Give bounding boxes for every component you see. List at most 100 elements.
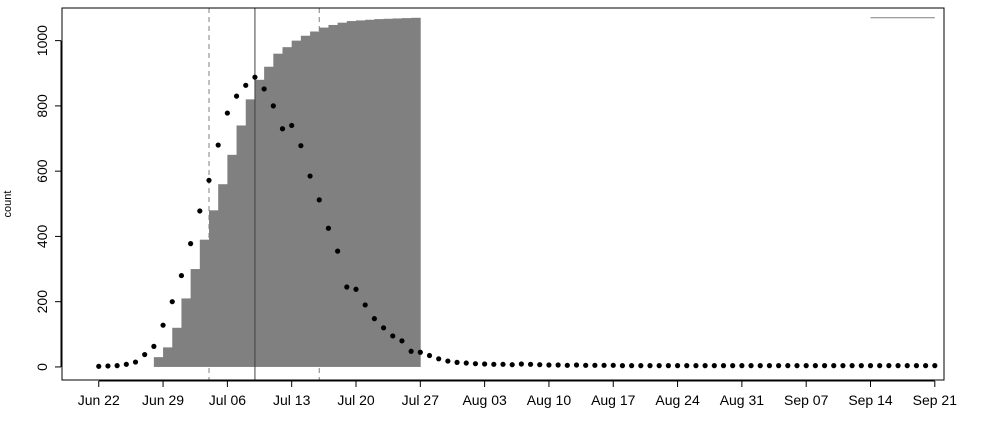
- data-point: [812, 363, 818, 369]
- data-point: [638, 363, 644, 369]
- data-point: [151, 343, 157, 349]
- data-point: [711, 363, 717, 369]
- cumulative-bar: [411, 17, 421, 367]
- data-point: [656, 363, 662, 369]
- data-point: [426, 352, 433, 359]
- data-point: [316, 197, 322, 203]
- data-point: [399, 338, 405, 344]
- data-point: [353, 286, 359, 292]
- data-point: [518, 361, 524, 367]
- data-point: [188, 241, 194, 247]
- x-tick-label: Sep 07: [784, 392, 829, 408]
- data-point: [197, 208, 203, 214]
- data-point: [243, 82, 249, 88]
- data-point: [693, 363, 699, 369]
- data-point: [895, 363, 901, 369]
- cumulative-bar: [300, 35, 311, 367]
- data-point: [573, 362, 580, 368]
- data-point: [527, 361, 534, 367]
- data-point: [160, 322, 166, 328]
- x-tick-label: Aug 03: [462, 392, 507, 408]
- data-point: [436, 356, 442, 362]
- cumulative-bar: [245, 99, 256, 367]
- data-point: [610, 362, 616, 368]
- data-point: [390, 333, 396, 339]
- cumulative-bar: [199, 239, 210, 367]
- data-point: [564, 362, 570, 368]
- x-tick-label: Aug 31: [720, 392, 765, 408]
- cumulative-bar: [163, 347, 173, 367]
- data-point: [803, 363, 809, 369]
- data-point: [215, 142, 221, 148]
- data-point: [776, 363, 782, 369]
- data-point: [592, 362, 598, 368]
- data-point: [913, 363, 920, 369]
- cumulative-bar: [218, 184, 228, 367]
- data-point: [546, 362, 552, 368]
- cumulative-bar: [310, 31, 320, 367]
- data-point: [932, 363, 938, 369]
- x-tick-label: Jul 27: [402, 392, 440, 408]
- data-point: [757, 363, 763, 369]
- data-point: [877, 363, 883, 369]
- cumulative-bar: [291, 40, 302, 367]
- data-point: [142, 351, 148, 358]
- cumulative-bar: [365, 19, 375, 367]
- data-point: [601, 362, 607, 368]
- data-point: [720, 363, 727, 369]
- data-point: [886, 363, 892, 369]
- x-tick-label: Aug 10: [527, 392, 572, 408]
- data-point: [849, 363, 855, 369]
- y-tick-label: 600: [34, 159, 50, 183]
- data-point: [537, 362, 543, 368]
- x-tick-label: Jun 29: [142, 392, 184, 408]
- x-tick-label: Jul 20: [337, 392, 375, 408]
- data-point: [867, 363, 874, 369]
- data-point: [298, 143, 304, 149]
- data-point: [132, 359, 139, 365]
- y-tick-label: 200: [34, 290, 50, 314]
- cumulative-bar: [190, 269, 201, 367]
- data-point: [123, 361, 129, 367]
- data-point: [665, 363, 671, 369]
- data-point: [307, 173, 313, 179]
- x-tick-label: Sep 21: [913, 392, 958, 408]
- data-point: [500, 361, 506, 367]
- data-point: [794, 363, 800, 369]
- data-point: [270, 103, 276, 109]
- x-tick-label: Jul 13: [273, 392, 311, 408]
- cumulative-bar: [356, 20, 366, 367]
- cumulative-bar: [153, 357, 164, 367]
- data-point: [821, 363, 828, 369]
- data-point: [831, 363, 837, 369]
- y-axis: 0 200 400 600 800 1000: [34, 25, 62, 371]
- data-point: [702, 363, 708, 369]
- x-tick-label: Aug 24: [655, 392, 700, 408]
- x-tick-label: Aug 17: [591, 392, 636, 408]
- data-point: [105, 363, 111, 369]
- data-point: [335, 248, 341, 254]
- cumulative-bar: [209, 210, 219, 367]
- data-point: [482, 361, 488, 367]
- cumulative-bar: [392, 18, 403, 367]
- cumulative-bar: [254, 79, 265, 367]
- data-point: [923, 363, 929, 369]
- data-point: [583, 362, 589, 368]
- data-point: [261, 86, 267, 92]
- cumulative-bar: [346, 21, 357, 367]
- y-tick-label: 0: [34, 363, 50, 371]
- data-point: [840, 363, 846, 369]
- data-point: [380, 325, 387, 331]
- data-point: [289, 122, 295, 129]
- data-point: [509, 362, 515, 368]
- data-point: [279, 126, 286, 132]
- daily-points: [96, 74, 938, 369]
- cumulative-bar: [383, 18, 394, 367]
- x-tick-label: Sep 14: [848, 392, 893, 408]
- data-point: [785, 363, 791, 369]
- data-point: [114, 363, 120, 369]
- data-point: [252, 74, 258, 80]
- data-point: [748, 363, 754, 369]
- y-tick-label: 800: [34, 94, 50, 118]
- data-point: [647, 363, 653, 369]
